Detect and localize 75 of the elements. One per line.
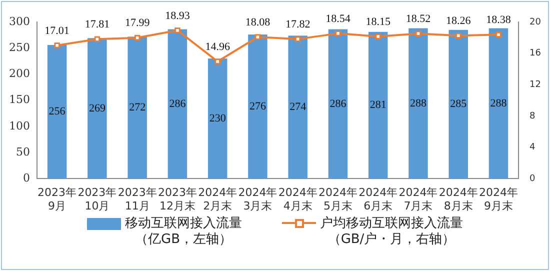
point	[415, 30, 422, 36]
x-tick-label: 2024年 4月末	[278, 186, 318, 212]
bar	[488, 28, 508, 179]
x-tick-label: 2023年 12月末	[158, 186, 197, 212]
point	[94, 36, 100, 42]
data-label: 281	[370, 99, 386, 112]
data-label: 17.82	[285, 18, 310, 30]
data-label: 288	[490, 97, 508, 110]
y2-tick-label: 16	[530, 48, 542, 59]
point	[214, 58, 220, 64]
data-label: 17.01	[44, 24, 70, 37]
y-tick-label: 100	[8, 119, 30, 132]
data-label: 18.15	[366, 16, 391, 28]
x-tick-label: 2023年 10月	[78, 186, 117, 212]
x-tick-label: 2024年 2月末	[198, 186, 238, 212]
data-label: 18.52	[406, 12, 431, 25]
data-label: 286	[330, 98, 347, 110]
point	[496, 32, 502, 38]
bar	[448, 30, 468, 179]
x-tick-label: 2024年 9月末	[478, 186, 518, 212]
data-label: 18.54	[326, 12, 351, 25]
point	[254, 34, 261, 40]
y2-tick-label: 4	[530, 142, 536, 153]
data-label: 17.99	[124, 17, 150, 30]
y-tick-label: 200	[8, 67, 30, 80]
bar	[288, 36, 308, 179]
x-tick-label: 2024年 3月末	[238, 186, 278, 212]
data-label: 256	[48, 106, 66, 118]
y-tick-label: 300	[8, 14, 30, 28]
data-label: 276	[249, 100, 266, 112]
y2-tick-label: 20	[530, 17, 542, 28]
data-label: 274	[290, 100, 307, 113]
bar	[248, 34, 268, 179]
y2-tick-label: 12	[530, 80, 541, 90]
y-tick-label: 250	[8, 40, 30, 54]
data-label: 18.38	[486, 14, 512, 26]
data-label: 17.81	[84, 18, 110, 31]
bar	[408, 28, 428, 179]
data-label: 285	[450, 98, 468, 110]
data-label: 230	[209, 112, 226, 124]
data-label: 286	[169, 98, 186, 110]
x-tick-label: 2024年 6月末	[358, 186, 398, 212]
legend-label: 户均移动互联网接入流量（GB/户・月，右轴）	[320, 216, 463, 248]
point	[375, 34, 381, 40]
data-label: 18.08	[245, 16, 271, 28]
point	[455, 32, 462, 38]
bar	[208, 58, 228, 179]
y-tick-label: 50	[16, 145, 30, 158]
y-tick-label: 150	[8, 93, 30, 106]
x-tick-label: 2024年 7月末	[398, 186, 438, 212]
point	[174, 28, 180, 34]
x-tick-label: 2024年 5月末	[318, 186, 358, 212]
bar	[47, 44, 67, 179]
y-tick-label: 0	[22, 171, 30, 184]
point	[335, 30, 341, 36]
point	[134, 34, 140, 41]
data-label: 18.26	[446, 15, 472, 28]
legend-label: 移动互联网接入流量（亿GB，左轴）	[125, 216, 242, 248]
data-label: 272	[129, 102, 146, 114]
point	[54, 42, 60, 48]
y2-tick-label: 8	[530, 111, 536, 122]
data-label: 269	[88, 102, 106, 114]
x-tick-label: 2024年 8月末	[438, 186, 478, 212]
data-label: 14.96	[205, 40, 230, 53]
bar	[168, 29, 188, 179]
y2-tick-label: 0	[530, 174, 536, 184]
bar	[328, 29, 348, 179]
bar	[88, 38, 107, 179]
bar	[368, 32, 388, 179]
bar	[128, 36, 147, 179]
data-label: 288	[410, 97, 427, 110]
point	[294, 36, 301, 42]
x-tick-label: 2023年 11月	[118, 186, 157, 212]
data-label: 18.93	[165, 10, 190, 22]
x-tick-label: 2023年 9月	[38, 186, 77, 212]
